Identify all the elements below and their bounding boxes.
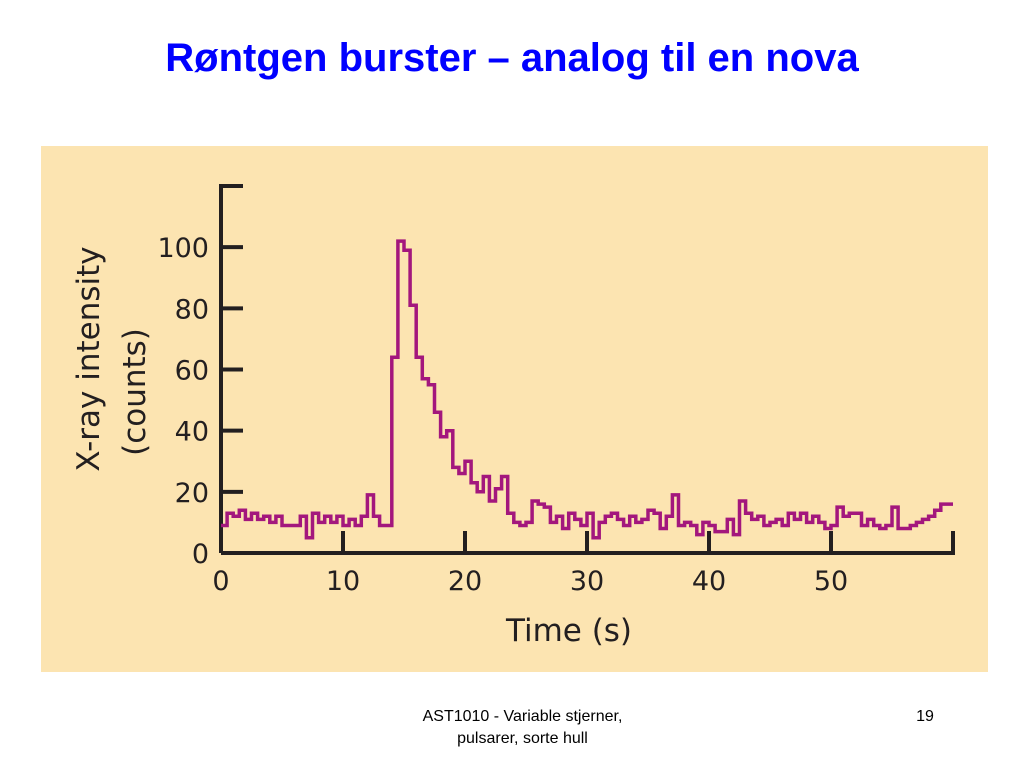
xray-burst-chart: 0 20 40 60 80 100 0 10 20 30 40 50 Time (s) X-ray i… — [71, 184, 955, 649]
x-axis-title: Time (s) — [505, 613, 632, 649]
footer-course-text: AST1010 - Variable stjerner, pulsarer, s… — [385, 706, 660, 750]
x-tick-label: 10 — [326, 566, 360, 597]
figure-panel: 0 20 40 60 80 100 0 10 20 30 40 50 Time (s) X-ray i… — [41, 146, 988, 672]
y-axis-title-line1: X-ray intensity — [71, 246, 107, 471]
footer-line-1: AST1010 - Variable stjerner, — [422, 708, 623, 725]
y-tick-label: 100 — [157, 233, 209, 264]
x-tick-label: 30 — [570, 566, 604, 597]
y-tick-label: 60 — [175, 356, 209, 387]
series-line-0 — [221, 239, 953, 540]
x-tick-label: 40 — [692, 566, 726, 597]
y-tick-label: 20 — [175, 478, 209, 509]
x-tick-label: 0 — [212, 566, 229, 597]
slide-title: Røntgen burster – analog til en nova — [165, 36, 859, 80]
page-number: 19 — [916, 708, 934, 725]
y-tick-label: 80 — [175, 294, 209, 325]
x-tick-label: 50 — [814, 566, 848, 597]
footer-line-2: pulsarer, sorte hull — [457, 730, 588, 747]
x-tick-label: 20 — [448, 566, 482, 597]
y-tick-label: 0 — [192, 539, 209, 570]
y-axis-title-line2: (counts) — [117, 328, 153, 456]
y-tick-label: 40 — [175, 417, 209, 448]
